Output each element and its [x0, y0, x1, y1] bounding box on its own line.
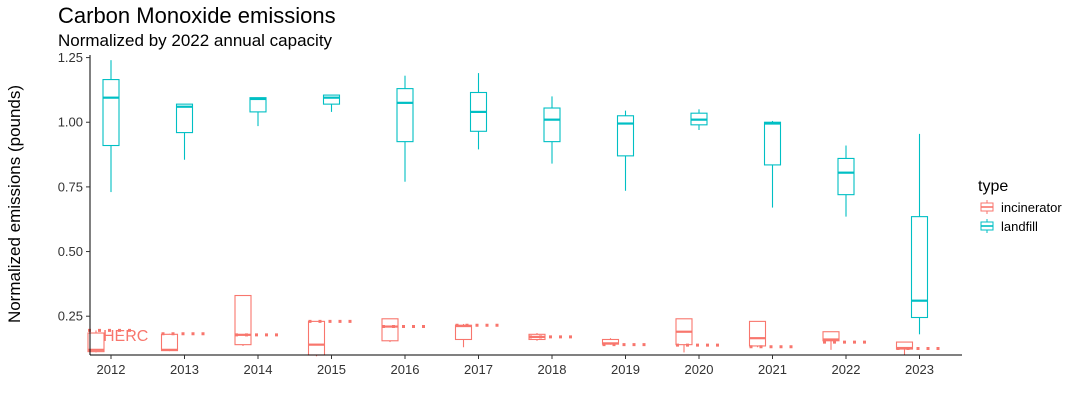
box-iqr — [322, 94, 341, 105]
box-landfill-2014 — [249, 97, 267, 127]
box-iqr — [396, 88, 414, 143]
x-tick-label: 2017 — [464, 362, 493, 377]
y-tick-label: 0.25 — [58, 309, 83, 324]
box-incinerator-2013 — [160, 333, 179, 352]
y-axis: 0.25 0.50 0.75 1.00 1.25 — [58, 50, 91, 355]
x-tick-label: 2013 — [170, 362, 199, 377]
box-iqr — [234, 294, 252, 346]
x-tick-label: 2018 — [538, 362, 567, 377]
box-landfill-2023 — [910, 133, 929, 335]
box-iqr — [543, 107, 561, 143]
box-incinerator-2015 — [307, 320, 326, 357]
box-landfill-2017 — [469, 73, 488, 150]
box-iqr — [616, 115, 635, 157]
box-iqr — [160, 333, 179, 352]
box-landfill-2021 — [763, 120, 782, 208]
x-tick-label: 2021 — [758, 362, 787, 377]
box-iqr — [910, 216, 929, 319]
box-landfill-2022 — [837, 145, 855, 217]
box-iqr — [381, 318, 399, 342]
x-tick-label: 2022 — [832, 362, 861, 377]
annotation-herc: HERC — [103, 328, 148, 345]
y-tick-label: 1.25 — [58, 50, 83, 65]
box-landfill-2012 — [102, 60, 120, 193]
box-landfill-2016 — [396, 75, 414, 182]
plot-area: HERC — [87, 60, 947, 357]
box-iqr — [249, 97, 267, 113]
x-tick-label: 2014 — [244, 362, 273, 377]
x-tick-label: 2016 — [391, 362, 420, 377]
box-incinerator-2017 — [454, 323, 473, 348]
legend-item-incinerator: incinerator — [980, 200, 1062, 215]
box-iqr — [454, 324, 473, 341]
box-landfill-2013 — [175, 103, 194, 160]
legend-item-landfill: landfill — [980, 219, 1038, 234]
legend-label-landfill: landfill — [1001, 219, 1038, 234]
x-tick-label: 2015 — [317, 362, 346, 377]
box-landfill-2019 — [616, 110, 635, 191]
box-incinerator-2014 — [234, 294, 252, 346]
series-landfill — [102, 60, 929, 335]
legend-title: type — [978, 178, 1008, 195]
x-tick-label: 2012 — [97, 362, 126, 377]
legend-label-incinerator: incinerator — [1001, 200, 1062, 215]
box-incinerator-2021 — [748, 320, 767, 348]
box-landfill-2020 — [690, 109, 708, 130]
chart-title: Carbon Monoxide emissions — [58, 3, 336, 28]
box-iqr — [102, 79, 120, 147]
x-tick-label: 2023 — [905, 362, 934, 377]
x-tick-label: 2019 — [611, 362, 640, 377]
box-iqr — [763, 121, 782, 166]
y-tick-label: 1.00 — [58, 115, 83, 130]
x-axis: 2012 2013 2014 2015 2016 2017 2018 2019 2020 2021… — [90, 354, 962, 377]
box-landfill-2015 — [322, 94, 341, 112]
y-tick-label: 0.50 — [58, 244, 83, 259]
legend-key-incinerator — [980, 200, 994, 214]
y-tick-label: 0.75 — [58, 179, 83, 194]
series-incinerator — [87, 294, 914, 357]
box-incinerator-2022 — [822, 331, 840, 350]
box-incinerator-2016 — [381, 318, 399, 343]
x-tick-label: 2020 — [685, 362, 714, 377]
legend-key-landfill — [980, 219, 994, 233]
box-incinerator-2020 — [675, 318, 693, 353]
box-iqr — [87, 332, 105, 353]
chart-subtitle: Normalized by 2022 annual capacity — [58, 31, 333, 50]
y-axis-label: Normalized emissions (pounds) — [5, 85, 24, 323]
box-landfill-2018 — [543, 96, 561, 164]
box-iqr — [307, 320, 326, 356]
legend: type incinerator landfill — [978, 178, 1062, 234]
box-iqr — [175, 103, 194, 134]
box-incinerator-2012 — [87, 330, 105, 353]
box-iqr — [748, 320, 767, 347]
box-iqr — [822, 331, 840, 342]
box-iqr — [837, 157, 855, 196]
herc-points — [88, 319, 947, 351]
